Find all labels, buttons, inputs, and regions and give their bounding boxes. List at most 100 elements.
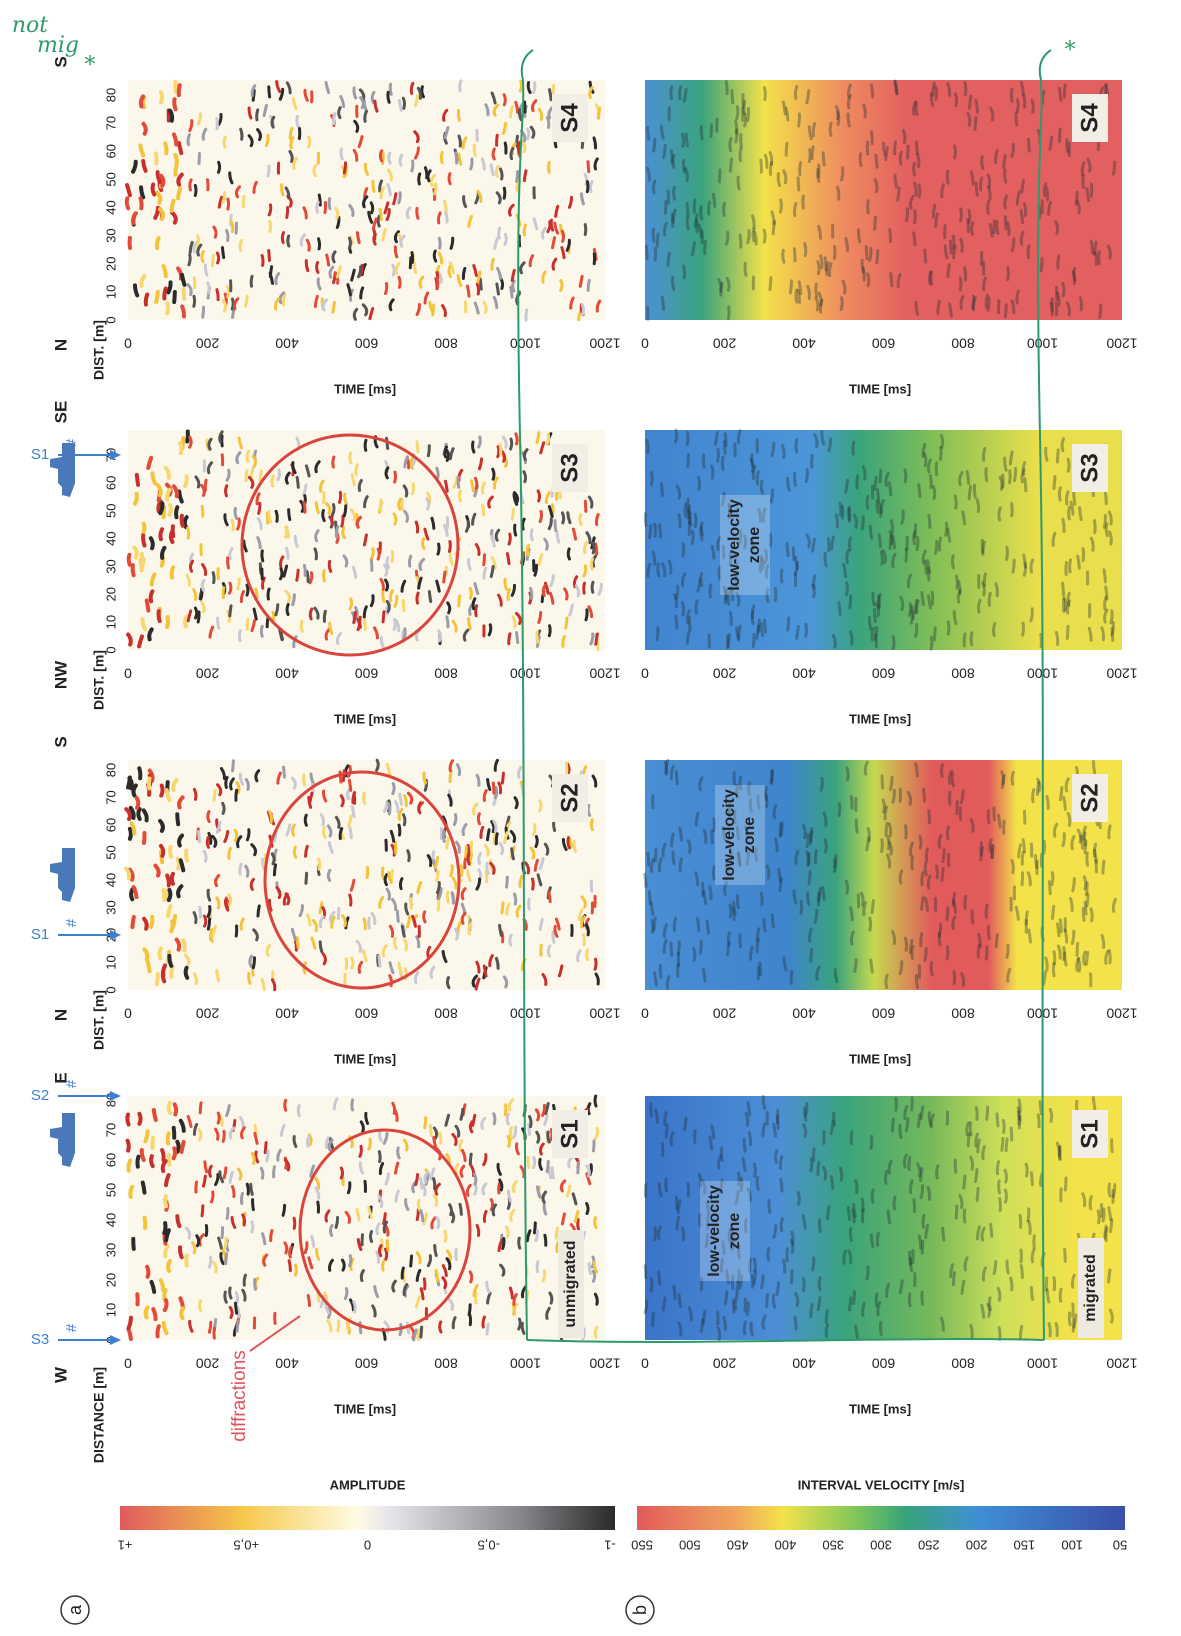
zone-label: low-velocity [721,789,738,881]
velocity-texture [954,246,956,258]
velocity-texture [821,778,822,790]
seismic-trace [496,834,497,844]
velocity-texture [764,88,765,100]
seismic-trace [226,1254,227,1264]
velocity-texture [895,142,896,154]
seismic-trace [226,486,227,496]
velocity-texture [1044,184,1045,196]
velocity-texture [900,871,901,883]
velocity-texture [1023,840,1024,852]
velocity-texture [1091,538,1093,550]
velocity-texture [680,859,681,871]
velocity-texture [890,777,892,789]
seismic-trace [447,838,449,848]
velocity-texture [705,242,706,254]
velocity-texture [656,1110,658,1122]
seismic-trace [161,176,163,186]
seismic-trace [207,837,208,847]
seismic-trace [295,1265,296,1275]
velocity-texture [1069,507,1070,519]
velocity-texture [1013,560,1014,572]
seismic-trace [228,558,229,568]
seismic-trace [470,1272,472,1282]
velocity-texture [986,469,987,481]
seismic-trace [548,1132,550,1142]
time-tick-label: 1000 [1027,335,1058,351]
distance-tick-label: 10 [103,955,118,969]
time-tick-label: 400 [792,1355,816,1371]
seismic-trace [417,208,418,218]
velocity-texture [1000,1198,1001,1210]
seismic-trace [547,117,548,127]
seismic-trace [153,184,155,194]
seismic-trace [469,924,470,934]
velocity-texture [997,221,998,233]
seismic-trace [172,568,174,578]
seismic-trace [459,136,460,146]
seismic-trace [128,1329,130,1339]
seismic-trace [465,858,466,868]
velocity-texture [818,262,819,274]
velocity-texture [1031,560,1033,572]
seismic-trace [489,625,491,635]
seismic-trace [131,889,132,899]
seismic-trace [404,629,405,639]
velocity-texture [799,114,800,126]
velocity-texture [875,609,876,621]
section-label: S1 [556,1119,583,1148]
velocity-texture [800,163,801,175]
seismic-trace [591,559,592,569]
time-tick-label: 200 [196,1355,220,1371]
seismic-trace [549,90,551,100]
velocity-texture [928,561,930,573]
seismic-trace [424,1279,425,1289]
seismic-trace [223,803,224,813]
seismic-trace [584,566,586,576]
velocity-texture [856,1181,857,1193]
velocity-texture [825,258,826,270]
velocity-texture [923,1215,924,1227]
seismic-trace [378,549,379,559]
time-tick-label: 1000 [510,335,541,351]
seismic-trace [511,287,512,297]
seismic-trace [440,1322,441,1332]
velocity-texture [1004,155,1006,167]
seismic-trace [314,166,316,176]
seismic-trace [203,307,204,317]
velocity-texture [1031,609,1032,621]
seismic-trace [146,1307,148,1317]
velocity-texture [943,1228,944,1240]
distance-tick-label: 40 [103,1213,118,1227]
seismic-trace [151,1156,153,1166]
seismic-trace [266,135,268,145]
velocity-texture [673,277,674,289]
time-tick-label: 800 [434,1005,458,1021]
seismic-trace [520,81,521,91]
velocity-texture [921,1169,922,1181]
seismic-trace [137,798,139,808]
seismic-trace [537,1262,538,1272]
velocity-texture [682,603,683,615]
seismic-trace [377,760,379,770]
seismic-trace [349,780,350,790]
seismic-trace [348,1183,349,1193]
seismic-trace [339,108,341,118]
seismic-trace [486,872,487,882]
velocity-texture [916,975,917,987]
velocity-texture [730,159,731,171]
velocity-texture [916,103,917,115]
seismic-trace [307,572,308,582]
seismic-trace [403,98,404,108]
seismic-trace [174,134,176,144]
seismic-trace [588,162,589,172]
seismic-trace [251,1184,253,1194]
velocity-texture [1020,1215,1021,1227]
seismic-trace [202,580,204,590]
seismic-trace [179,85,180,95]
velocity-texture [990,224,992,236]
velocity-texture [919,1236,920,1248]
velocity-texture [939,538,940,550]
velocity-texture [907,146,908,158]
seismic-trace [304,502,305,512]
velocity-texture [752,455,753,467]
